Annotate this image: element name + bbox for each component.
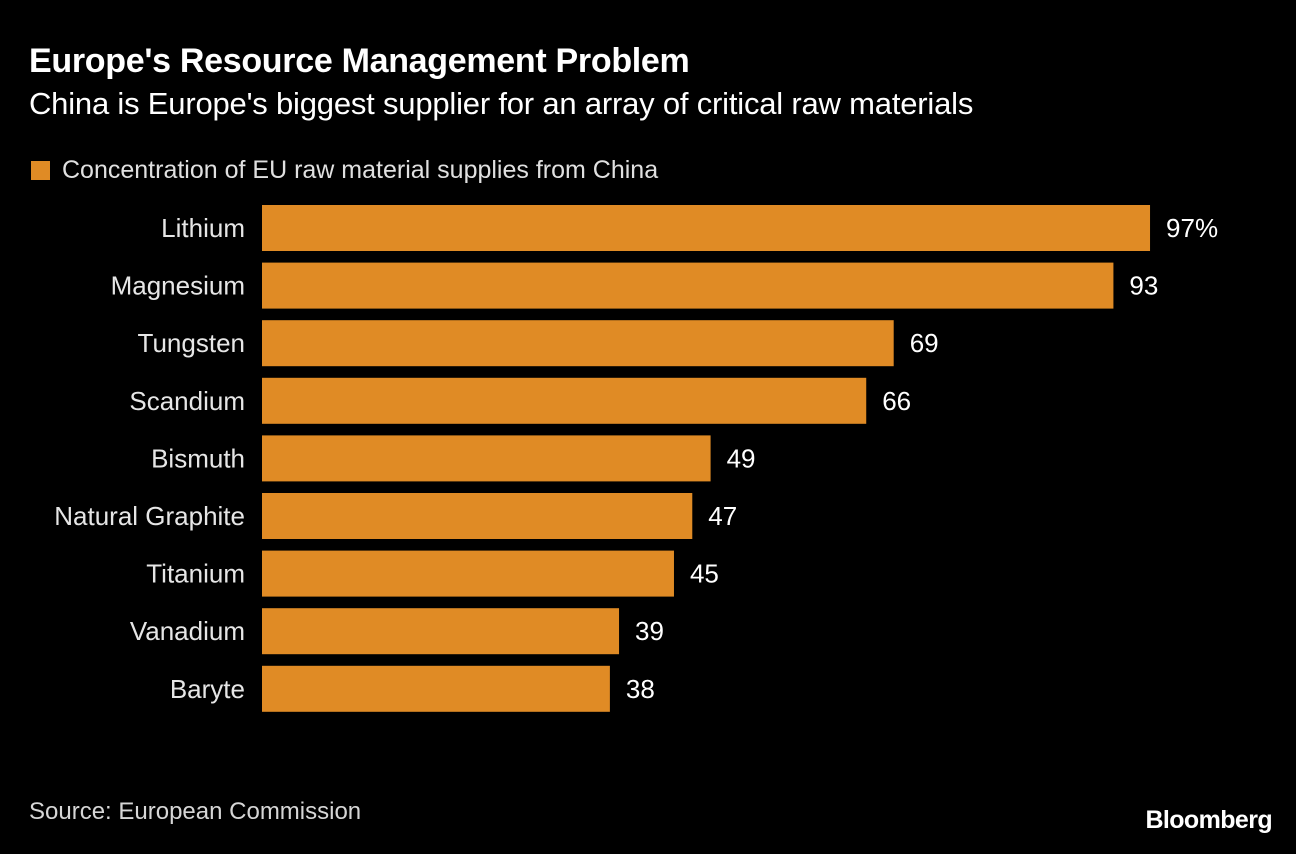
bar-lithium <box>262 205 1151 251</box>
category-label: Natural Graphite <box>54 501 245 531</box>
category-label: Scandium <box>129 386 245 416</box>
value-label: 39 <box>635 616 664 646</box>
value-label: 93 <box>1129 271 1158 301</box>
bar-scandium <box>262 377 867 424</box>
category-label: Lithium <box>161 213 245 243</box>
bar-natural-graphite <box>262 493 693 539</box>
value-label: 97% <box>1166 213 1218 243</box>
value-label: 47 <box>708 501 737 531</box>
bar-vanadium <box>262 608 620 655</box>
bar-titanium <box>262 550 674 597</box>
value-label: 69 <box>910 328 939 358</box>
chart-title: Europe's Resource Management Problem <box>29 42 690 80</box>
bloomberg-logo: Bloomberg <box>1145 806 1272 834</box>
category-label: Tungsten <box>138 328 245 358</box>
legend-label: Concentration of EU raw material supplie… <box>62 156 659 184</box>
bar-bismuth <box>262 435 711 482</box>
legend: Concentration of EU raw material supplie… <box>31 156 658 185</box>
source-note: Source: European Commission <box>29 798 362 825</box>
bar-magnesium <box>262 262 1114 309</box>
value-label: 49 <box>727 443 756 473</box>
category-label: Magnesium <box>111 271 245 301</box>
category-label: Baryte <box>170 674 245 704</box>
value-label: 66 <box>882 386 911 416</box>
category-label: Vanadium <box>130 616 245 646</box>
value-label: 38 <box>626 674 655 704</box>
legend-swatch <box>31 161 50 180</box>
bar-baryte <box>262 665 610 712</box>
bar-tungsten <box>262 320 894 367</box>
category-label: Titanium <box>146 559 245 589</box>
value-label: 45 <box>690 559 719 589</box>
category-label: Bismuth <box>151 443 245 473</box>
chart-subtitle: China is Europe's biggest supplier for a… <box>29 86 974 121</box>
